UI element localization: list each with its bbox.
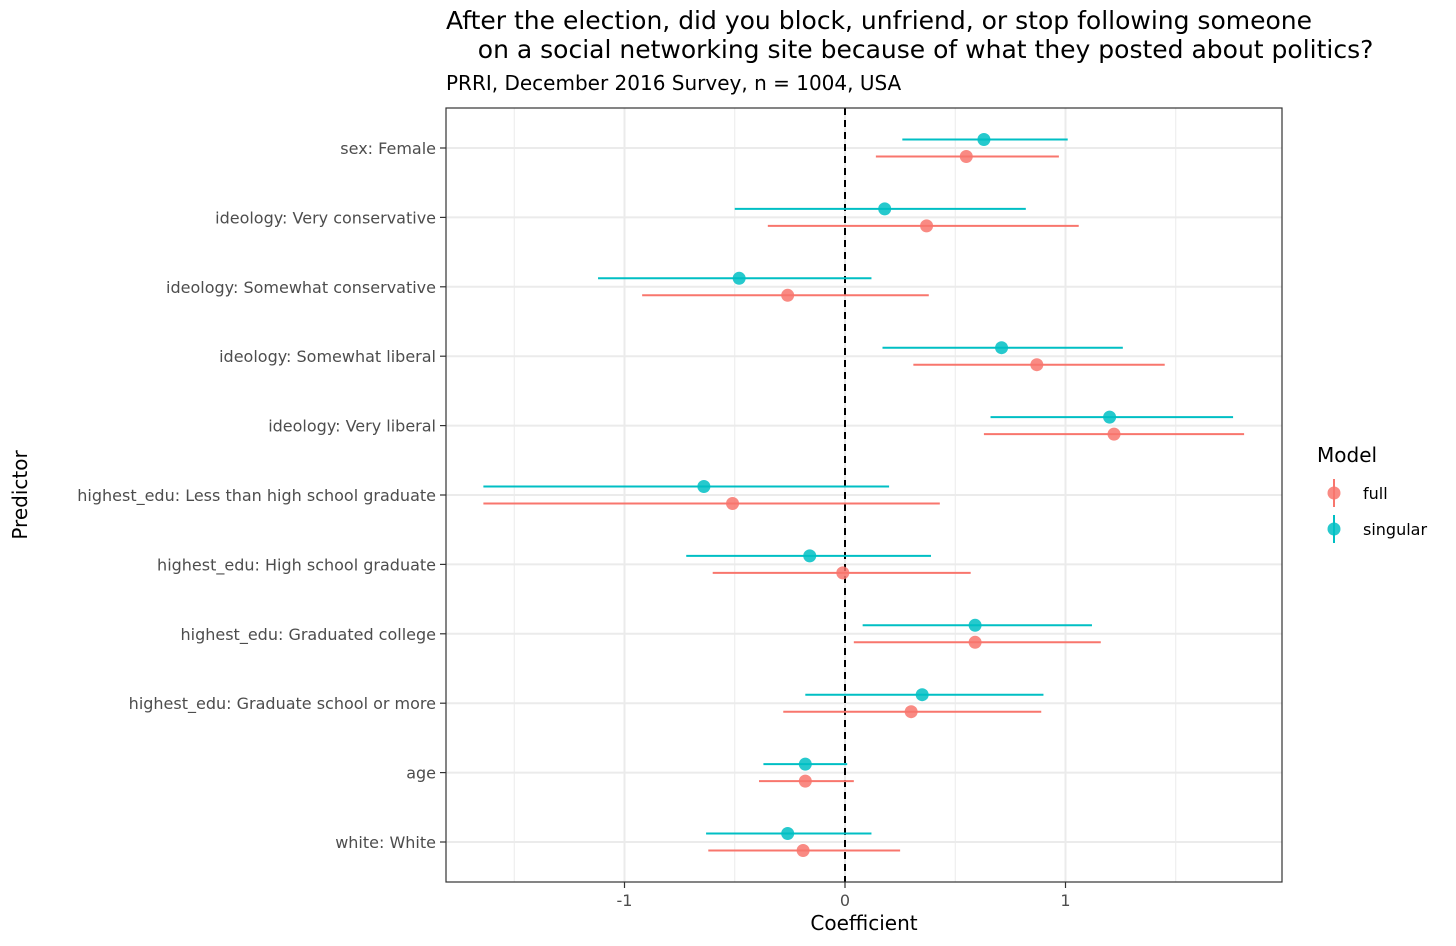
- legend-key-point-singular: [1327, 522, 1341, 536]
- y-tick-label: ideology: Very liberal: [268, 417, 436, 436]
- y-tick-label: ideology: Somewhat conservative: [166, 278, 436, 297]
- point-singular: [968, 618, 982, 632]
- point-full: [968, 635, 982, 649]
- legend-key-point-full: [1327, 486, 1341, 500]
- point-singular: [803, 549, 817, 563]
- y-axis: sex: Female ideology: Very conservative id…: [77, 139, 446, 852]
- point-singular: [977, 133, 991, 146]
- y-tick-label: highest_edu: Graduated college: [180, 625, 436, 645]
- point-full: [1107, 427, 1121, 441]
- x-axis-title: Coefficient: [810, 911, 917, 935]
- point-singular: [915, 688, 929, 702]
- y-axis-title: Predictor: [8, 450, 32, 540]
- point-singular: [878, 202, 892, 216]
- y-tick-label: highest_edu: Less than high school gradu…: [77, 486, 436, 506]
- point-full: [726, 497, 740, 510]
- point-singular: [781, 827, 795, 840]
- legend-title: Model: [1317, 443, 1377, 467]
- point-singular: [995, 341, 1009, 355]
- legend-label-full: full: [1363, 484, 1388, 503]
- y-tick-label: white: White: [335, 833, 436, 852]
- legend: Model full singular: [1317, 443, 1427, 543]
- point-full: [836, 566, 850, 580]
- point-singular: [1103, 410, 1117, 424]
- x-tick-label: 1: [1060, 891, 1070, 910]
- point-singular: [697, 480, 711, 493]
- chart-title: After the election, did you block, unfri…: [446, 6, 1374, 64]
- y-tick-label: highest_edu: High school graduate: [157, 555, 436, 575]
- y-tick-label: age: [406, 764, 436, 783]
- x-tick-label: 0: [840, 891, 850, 910]
- point-full: [920, 219, 934, 233]
- chart-subtitle: PRRI, December 2016 Survey, n = 1004, US…: [446, 71, 902, 95]
- legend-label-singular: singular: [1363, 520, 1427, 539]
- point-full: [904, 705, 918, 719]
- point-singular: [798, 757, 812, 771]
- point-full: [959, 150, 973, 163]
- x-axis: -1 0 1: [617, 882, 1071, 910]
- y-tick-label: ideology: Very conservative: [215, 208, 436, 227]
- point-full: [1030, 358, 1044, 372]
- x-tick-label: -1: [617, 891, 633, 910]
- point-full: [781, 288, 795, 302]
- data-marks: [483, 133, 1245, 857]
- point-full: [796, 844, 810, 857]
- point-full: [798, 774, 812, 788]
- y-tick-label: highest_edu: Graduate school or more: [129, 694, 436, 714]
- y-tick-label: sex: Female: [340, 139, 436, 158]
- point-singular: [732, 271, 746, 285]
- y-tick-label: ideology: Somewhat liberal: [219, 347, 436, 366]
